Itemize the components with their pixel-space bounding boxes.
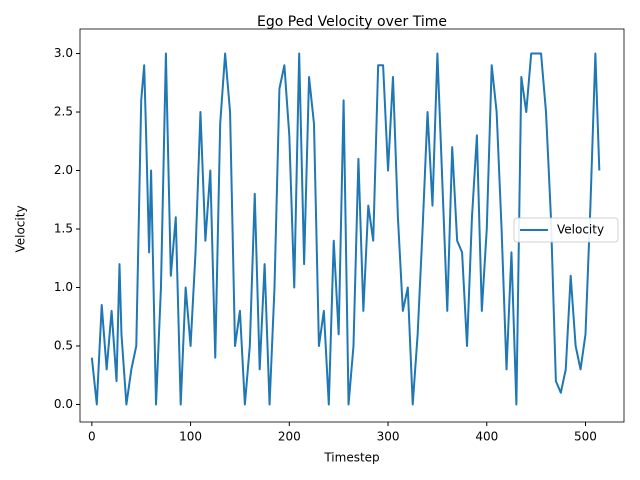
legend-box [513,217,619,243]
y-tick-label: 0.5 [54,338,73,352]
y-tick-label: 0.0 [54,397,73,411]
plot-frame [79,28,625,423]
y-tick-label: 1.0 [54,280,73,294]
x-tick-label: 100 [179,430,202,444]
x-tick-label: 400 [475,430,498,444]
chart-title: Ego Ped Velocity over Time [257,14,447,30]
legend-label: Velocity [557,223,604,237]
data-line [90,52,601,406]
x-tick-label: 500 [574,430,597,444]
x-tick-label: 300 [377,430,400,444]
y-tick-label: 1.5 [54,222,73,236]
y-tick-label: 2.5 [54,105,73,119]
y-tick-label: 3.0 [54,46,73,60]
x-axis-label: Timestep [323,451,379,465]
x-tick-label: 0 [88,430,96,444]
y-axis-label: Velocity [14,205,28,252]
y-tick-label: 2.0 [54,163,73,177]
x-tick-label: 200 [278,430,301,444]
